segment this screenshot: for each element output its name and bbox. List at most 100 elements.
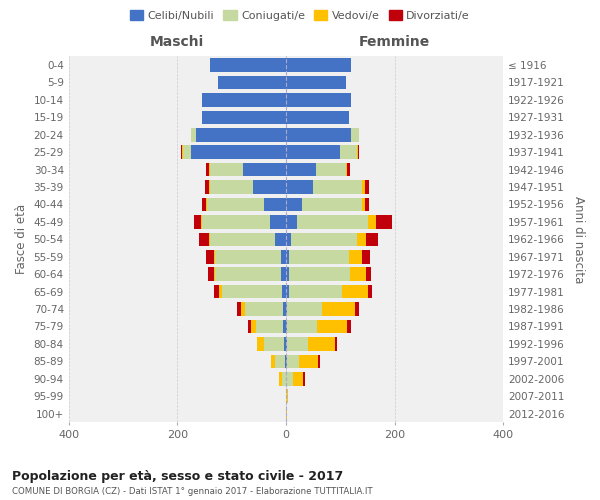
Bar bbox=[286, 354, 287, 368]
Bar bbox=[313, 180, 362, 194]
Text: Femmine: Femmine bbox=[359, 36, 430, 50]
Bar bbox=[196, 128, 286, 141]
Bar bbox=[215, 268, 281, 281]
Bar bbox=[191, 128, 196, 141]
Bar bbox=[210, 180, 253, 194]
Bar bbox=[202, 110, 286, 124]
Bar bbox=[284, 337, 286, 350]
Bar bbox=[286, 215, 297, 228]
Bar bbox=[281, 250, 286, 264]
Bar bbox=[286, 128, 351, 141]
Bar bbox=[286, 58, 351, 72]
Bar bbox=[241, 302, 245, 316]
Bar bbox=[210, 232, 275, 246]
Bar bbox=[286, 198, 302, 211]
Bar bbox=[236, 302, 241, 316]
Bar bbox=[206, 163, 209, 176]
Bar bbox=[289, 250, 349, 264]
Y-axis label: Anni di nascita: Anni di nascita bbox=[572, 196, 585, 283]
Bar bbox=[210, 163, 242, 176]
Bar bbox=[287, 320, 317, 334]
Bar bbox=[355, 302, 359, 316]
Bar bbox=[376, 215, 392, 228]
Bar bbox=[286, 302, 287, 316]
Bar bbox=[350, 268, 366, 281]
Bar bbox=[367, 232, 379, 246]
Bar bbox=[209, 232, 210, 246]
Bar bbox=[257, 337, 264, 350]
Bar bbox=[286, 285, 289, 298]
Bar bbox=[302, 198, 362, 211]
Bar bbox=[248, 320, 251, 334]
Text: Maschi: Maschi bbox=[150, 36, 205, 50]
Bar bbox=[191, 146, 286, 159]
Bar bbox=[275, 232, 286, 246]
Bar bbox=[285, 354, 286, 368]
Y-axis label: Fasce di età: Fasce di età bbox=[15, 204, 28, 274]
Bar bbox=[365, 198, 369, 211]
Bar bbox=[282, 285, 286, 298]
Bar bbox=[287, 390, 288, 403]
Bar bbox=[362, 198, 365, 211]
Bar bbox=[242, 163, 286, 176]
Legend: Celibi/Nubili, Coniugati/e, Vedovi/e, Divorziati/e: Celibi/Nubili, Coniugati/e, Vedovi/e, Di… bbox=[125, 6, 475, 25]
Bar bbox=[271, 354, 275, 368]
Bar bbox=[264, 337, 284, 350]
Bar bbox=[289, 285, 342, 298]
Bar bbox=[304, 372, 305, 386]
Bar bbox=[292, 232, 357, 246]
Bar bbox=[222, 285, 282, 298]
Bar bbox=[201, 215, 202, 228]
Bar bbox=[322, 302, 355, 316]
Bar bbox=[317, 320, 347, 334]
Bar bbox=[340, 146, 357, 159]
Bar bbox=[368, 285, 373, 298]
Bar bbox=[362, 250, 370, 264]
Bar bbox=[208, 268, 214, 281]
Bar bbox=[182, 146, 183, 159]
Bar bbox=[335, 337, 337, 350]
Bar bbox=[287, 354, 299, 368]
Bar bbox=[357, 232, 367, 246]
Bar bbox=[218, 76, 286, 90]
Bar bbox=[286, 268, 289, 281]
Bar bbox=[209, 163, 210, 176]
Bar bbox=[219, 285, 222, 298]
Bar bbox=[202, 198, 206, 211]
Bar bbox=[286, 110, 349, 124]
Bar bbox=[286, 250, 289, 264]
Bar bbox=[215, 250, 281, 264]
Bar bbox=[265, 198, 286, 211]
Bar bbox=[366, 268, 371, 281]
Bar bbox=[286, 93, 351, 106]
Bar bbox=[286, 232, 292, 246]
Bar bbox=[245, 302, 283, 316]
Bar bbox=[214, 268, 215, 281]
Bar bbox=[206, 250, 214, 264]
Bar bbox=[283, 320, 286, 334]
Bar bbox=[279, 372, 282, 386]
Bar bbox=[275, 354, 285, 368]
Bar bbox=[297, 215, 368, 228]
Bar bbox=[202, 215, 270, 228]
Bar bbox=[365, 180, 369, 194]
Bar bbox=[286, 372, 293, 386]
Bar bbox=[214, 285, 219, 298]
Bar bbox=[214, 250, 215, 264]
Bar bbox=[293, 372, 304, 386]
Bar bbox=[289, 268, 350, 281]
Bar bbox=[194, 215, 201, 228]
Bar bbox=[286, 146, 340, 159]
Bar bbox=[210, 58, 286, 72]
Bar bbox=[358, 146, 359, 159]
Bar bbox=[282, 372, 286, 386]
Bar bbox=[316, 163, 346, 176]
Bar bbox=[357, 146, 358, 159]
Bar bbox=[299, 354, 318, 368]
Bar bbox=[256, 320, 283, 334]
Bar bbox=[286, 163, 316, 176]
Bar bbox=[209, 180, 210, 194]
Text: COMUNE DI BORGIA (CZ) - Dati ISTAT 1° gennaio 2017 - Elaborazione TUTTITALIA.IT: COMUNE DI BORGIA (CZ) - Dati ISTAT 1° ge… bbox=[12, 488, 373, 496]
Bar bbox=[286, 320, 287, 334]
Bar bbox=[251, 320, 256, 334]
